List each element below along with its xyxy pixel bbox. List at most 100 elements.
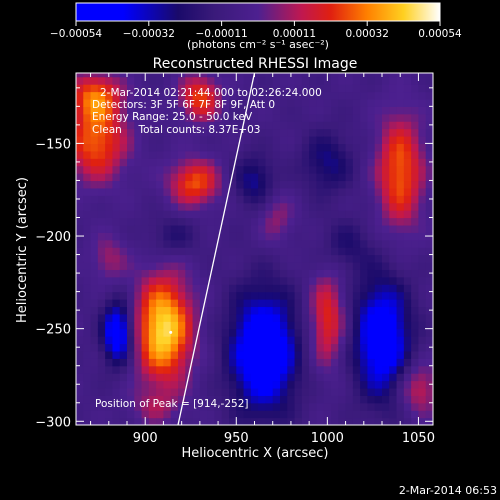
heatmap-cell bbox=[250, 158, 259, 167]
heatmap-cell bbox=[185, 336, 194, 345]
heatmap-cell bbox=[418, 254, 427, 263]
heatmap-cell bbox=[207, 195, 216, 204]
heatmap-cell bbox=[309, 380, 318, 389]
heatmap-cell bbox=[403, 128, 412, 137]
heatmap-cell bbox=[192, 387, 201, 396]
heatmap-cell bbox=[214, 217, 223, 226]
heatmap-cell bbox=[156, 210, 165, 219]
heatmap-cell bbox=[280, 276, 288, 285]
heatmap-cell bbox=[105, 195, 114, 204]
heatmap-cell bbox=[389, 336, 398, 345]
heatmap-cell bbox=[105, 84, 114, 93]
heatmap-cell bbox=[280, 187, 288, 196]
heatmap-cell bbox=[76, 276, 84, 285]
heatmap-cell bbox=[199, 299, 208, 308]
heatmap-cell bbox=[331, 402, 339, 411]
heatmap-cell bbox=[134, 313, 143, 322]
heatmap-cell bbox=[214, 387, 223, 396]
heatmap-cell bbox=[90, 373, 99, 382]
heatmap-cell bbox=[229, 84, 237, 93]
heatmap-cell bbox=[83, 76, 92, 85]
heatmap-cell bbox=[411, 165, 420, 174]
heatmap-cell bbox=[352, 217, 361, 226]
heatmap-cell bbox=[331, 187, 339, 196]
heatmap-cell bbox=[272, 106, 281, 115]
heatmap-cell bbox=[331, 358, 339, 367]
heatmap-cell bbox=[367, 417, 376, 425]
heatmap-cell bbox=[280, 365, 288, 374]
heatmap-cell bbox=[178, 224, 186, 233]
heatmap-cell bbox=[301, 98, 310, 107]
heatmap-cell bbox=[221, 336, 230, 345]
heatmap-cell bbox=[316, 306, 325, 315]
heatmap-cell bbox=[243, 380, 252, 389]
heatmap-cell bbox=[192, 395, 201, 404]
heatmap-cell bbox=[221, 313, 230, 322]
heatmap-cell bbox=[258, 217, 267, 226]
heatmap-cell bbox=[229, 135, 237, 144]
heatmap-cell bbox=[396, 232, 405, 241]
heatmap-cell bbox=[272, 121, 281, 130]
heatmap-cell bbox=[301, 239, 310, 248]
heatmap-cell bbox=[345, 202, 354, 211]
heatmap-cell bbox=[229, 217, 237, 226]
heatmap-cell bbox=[163, 254, 172, 263]
heatmap-cell bbox=[367, 299, 376, 308]
heatmap-cell bbox=[323, 410, 332, 419]
heatmap-cell bbox=[141, 350, 150, 359]
heatmap-cell bbox=[134, 328, 143, 337]
heatmap-cell bbox=[156, 350, 165, 359]
heatmap-cell bbox=[156, 128, 165, 137]
heatmap-cell bbox=[389, 358, 398, 367]
heatmap-cell bbox=[382, 98, 390, 107]
heatmap-cell bbox=[127, 417, 135, 425]
heatmap-cell bbox=[316, 410, 325, 419]
annotation-clean-counts: Clean Total counts: 8.37E+03 bbox=[92, 124, 261, 136]
heatmap-cell bbox=[127, 313, 135, 322]
heatmap-cell bbox=[163, 247, 172, 256]
heatmap-cell bbox=[97, 76, 106, 85]
heatmap-cell bbox=[163, 195, 172, 204]
heatmap-cell bbox=[338, 98, 347, 107]
heatmap-cell bbox=[236, 73, 245, 78]
heatmap-cell bbox=[360, 224, 369, 233]
heatmap-cell bbox=[163, 336, 172, 345]
heatmap-cell bbox=[127, 239, 135, 248]
heatmap-cell bbox=[309, 210, 318, 219]
heatmap-cell bbox=[323, 150, 332, 159]
heatmap-cell bbox=[389, 261, 398, 270]
heatmap-cell bbox=[199, 91, 208, 100]
heatmap-cell bbox=[382, 239, 390, 248]
heatmap-cell bbox=[134, 150, 143, 159]
heatmap-cell bbox=[119, 76, 128, 85]
heatmap-cell bbox=[83, 232, 92, 241]
heatmap-cell bbox=[148, 91, 157, 100]
heatmap-cell bbox=[97, 358, 106, 367]
heatmap-cell bbox=[403, 173, 412, 182]
heatmap-cell bbox=[243, 410, 252, 419]
heatmap-cell bbox=[141, 121, 150, 130]
heatmap-cell bbox=[192, 158, 201, 167]
heatmap-cell bbox=[192, 306, 201, 315]
heatmap-cell bbox=[323, 350, 332, 359]
heatmap-cell bbox=[83, 224, 92, 233]
heatmap-cell bbox=[294, 321, 303, 330]
heatmap-cell bbox=[360, 158, 369, 167]
heatmap-cell bbox=[199, 247, 208, 256]
heatmap-cell bbox=[148, 195, 157, 204]
heatmap-cell bbox=[97, 239, 106, 248]
heatmap-cell bbox=[112, 180, 121, 189]
heatmap-cell bbox=[236, 410, 245, 419]
heatmap-cell bbox=[119, 380, 128, 389]
heatmap-cell bbox=[199, 387, 208, 396]
heatmap-cell bbox=[134, 224, 143, 233]
heatmap-cell bbox=[418, 158, 427, 167]
heatmap-cell bbox=[396, 135, 405, 144]
heatmap-cell bbox=[185, 143, 194, 152]
heatmap-cell bbox=[265, 73, 274, 78]
heatmap-cell bbox=[309, 343, 318, 352]
heatmap-cell bbox=[90, 135, 99, 144]
heatmap-cell bbox=[374, 350, 383, 359]
heatmap-cell bbox=[97, 158, 106, 167]
heatmap-cell bbox=[425, 239, 433, 248]
